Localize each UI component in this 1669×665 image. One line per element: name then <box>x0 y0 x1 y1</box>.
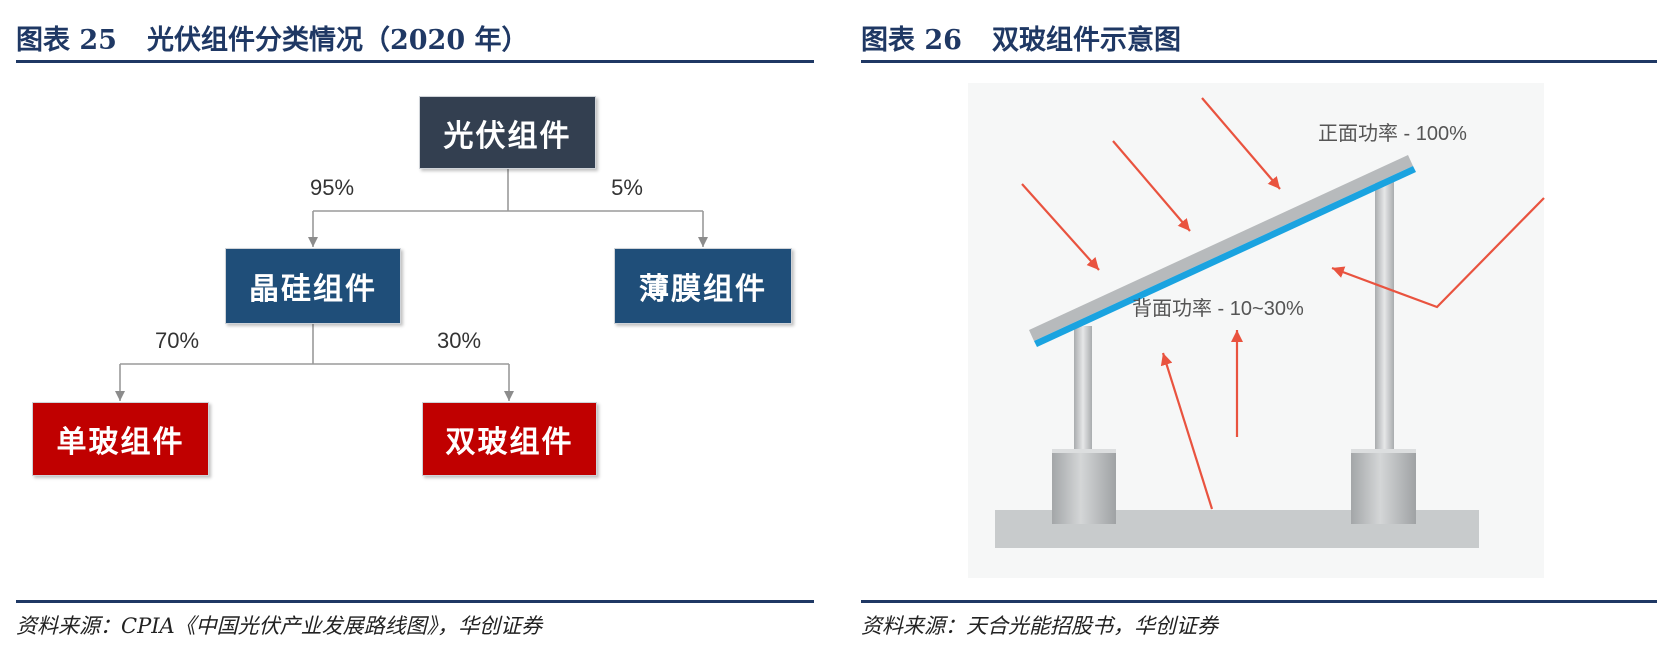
right-figure-number: 图表 26 <box>861 25 962 56</box>
node-double-glass: 双玻组件 <box>422 402 597 476</box>
front-power-label: 正面功率 - 100% <box>1318 122 1467 145</box>
right-title-rule <box>861 60 1657 63</box>
share-thin-film: 5% <box>611 175 643 200</box>
share-single-glass: 70% <box>154 328 200 353</box>
tree-connectors <box>115 169 708 401</box>
ground-reflection-arrow-1 <box>1160 352 1214 510</box>
right-bottom-rule <box>861 600 1657 603</box>
right-figure-title: 图表 26 双玻组件示意图 <box>861 23 1181 59</box>
left-support-post <box>1074 326 1092 450</box>
share-double-glass: 30% <box>436 328 482 353</box>
node-thin-film: 薄膜组件 <box>614 248 792 324</box>
left-figure-title-text: 光伏组件分类情况（2020 年） <box>146 25 529 56</box>
right-pedestal <box>1351 449 1416 524</box>
left-figure-title: 图表 25 光伏组件分类情况（2020 年） <box>16 23 529 59</box>
share-crystalline: 95% <box>309 175 355 200</box>
bifacial-module-illustration: 正面功率 - 100% 背面功率 - 10~30% <box>968 83 1545 578</box>
right-support-post <box>1375 180 1394 450</box>
module-front-glass <box>1034 166 1416 347</box>
node-crystalline-silicon: 晶硅组件 <box>225 248 401 324</box>
sunlight-arrow-1 <box>1021 183 1100 271</box>
left-bottom-rule <box>16 600 814 603</box>
sunlight-arrow-3 <box>1201 97 1281 190</box>
left-title-rule <box>16 60 814 63</box>
node-pv-module: 光伏组件 <box>419 96 596 169</box>
right-source-note: 资料来源：天合光能招股书，华创证券 <box>861 614 1218 638</box>
scattered-light-arrow <box>1331 197 1545 309</box>
node-single-glass: 单玻组件 <box>32 402 209 476</box>
left-pedestal-top <box>1052 449 1116 453</box>
left-figure-number: 图表 25 <box>16 25 117 56</box>
right-figure-title-text: 双玻组件示意图 <box>991 25 1181 56</box>
left-source-note: 资料来源：CPIA《中国光伏产业发展路线图》，华创证券 <box>16 614 543 638</box>
sunlight-arrow-2 <box>1112 140 1191 232</box>
module-panel-frame <box>1029 155 1413 341</box>
back-power-label: 背面功率 - 10~30% <box>1132 297 1304 320</box>
right-pedestal-top <box>1351 449 1416 453</box>
left-pedestal <box>1052 449 1116 524</box>
